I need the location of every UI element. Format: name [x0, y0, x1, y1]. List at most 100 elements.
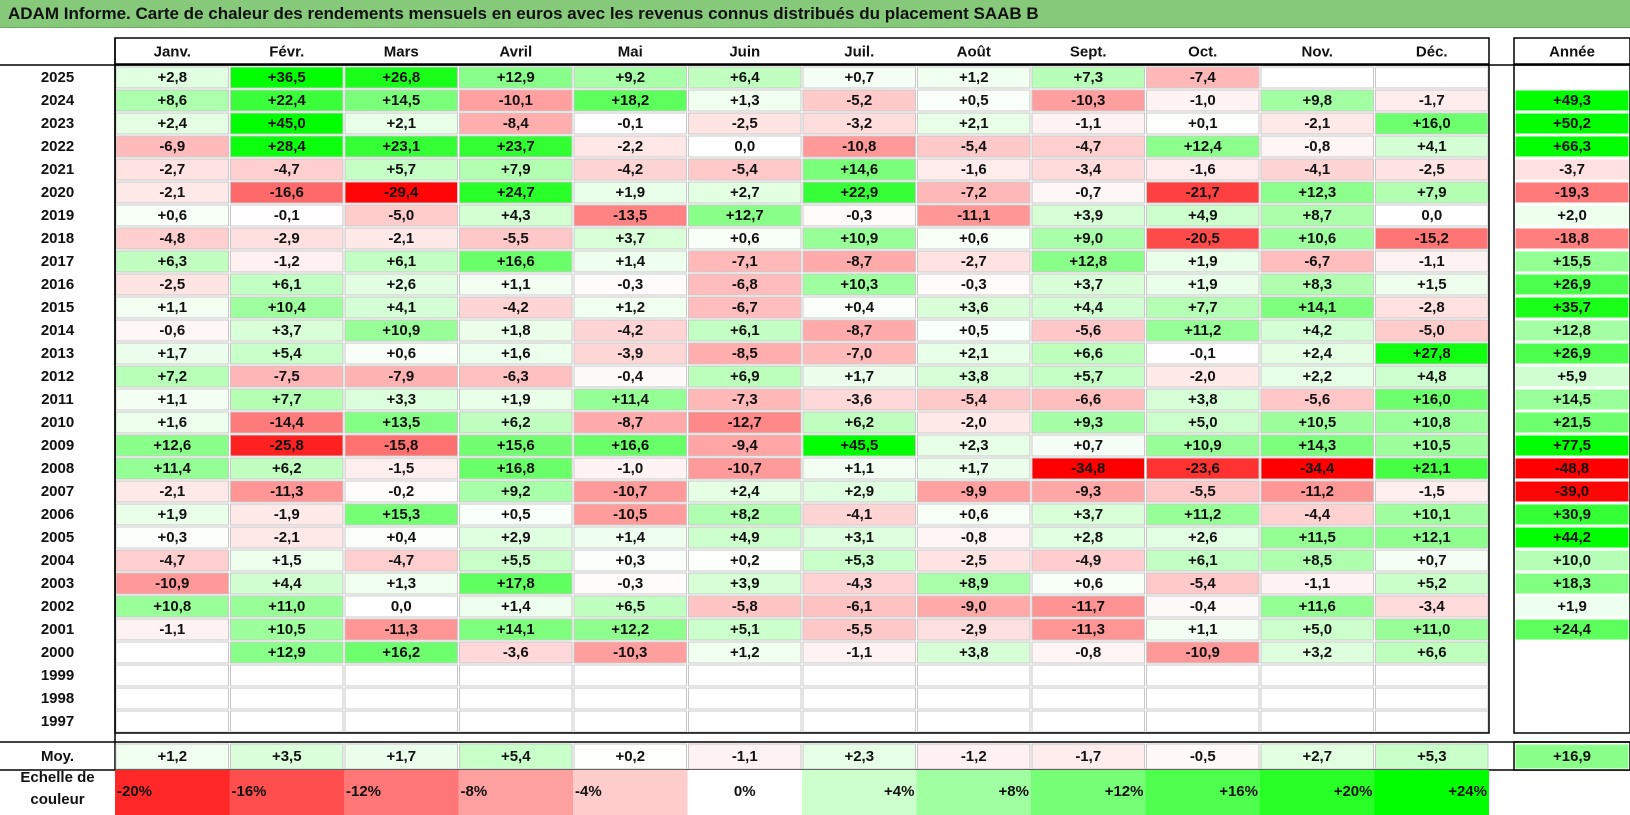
- cell-value: +11,2: [1184, 322, 1221, 339]
- annual-value: +2,0: [1557, 207, 1587, 224]
- heatmap-cell: [230, 687, 344, 710]
- heatmap-cell: [459, 572, 573, 595]
- heatmap-cell: [573, 204, 687, 227]
- heatmap-cell: [1031, 181, 1145, 204]
- cell-value: -6,1: [846, 598, 872, 615]
- heatmap-cell: [344, 434, 458, 457]
- cell-value: -8,7: [617, 414, 643, 431]
- heatmap-cell: [688, 434, 802, 457]
- heatmap-cell: [573, 112, 687, 135]
- heatmap-cell: [344, 112, 458, 135]
- heatmap-cell: [230, 388, 344, 411]
- heatmap-cell: [1146, 342, 1260, 365]
- heatmap-cell: [802, 296, 916, 319]
- heatmap-cell: [1031, 480, 1145, 503]
- cell-value: -0,3: [617, 575, 643, 592]
- heatmap-cell: [1031, 411, 1145, 434]
- heatmap-cell: [230, 503, 344, 526]
- cell-value: +2,1: [959, 345, 989, 362]
- cell-value: +21,1: [1413, 460, 1451, 477]
- cell-value: -6,9: [159, 138, 185, 155]
- cell-value: +2,1: [386, 115, 416, 132]
- cell-value: +15,6: [497, 437, 535, 454]
- annual-value: +21,5: [1553, 414, 1591, 431]
- heatmap-cell: [1260, 457, 1374, 480]
- heatmap-cell: [917, 526, 1031, 549]
- heatmap-cell: [115, 480, 229, 503]
- cell-value: -10,5: [613, 506, 647, 523]
- year-label: 2010: [41, 414, 74, 431]
- heatmap-cell: [917, 710, 1031, 733]
- cell-value: -7,9: [388, 368, 414, 385]
- heatmap-cell: [1031, 549, 1145, 572]
- heatmap-cell: [344, 319, 458, 342]
- heatmap-cell: [1146, 112, 1260, 135]
- heatmap-cell: [688, 618, 802, 641]
- cell-value: +13,5: [382, 414, 420, 431]
- cell-value: +3,3: [386, 391, 416, 408]
- heatmap-cell: [1146, 250, 1260, 273]
- cell-value: -21,7: [1186, 184, 1220, 201]
- average-cell: [1146, 743, 1260, 770]
- annual-value: -39,0: [1555, 483, 1589, 500]
- heatmap-cell: [459, 227, 573, 250]
- heatmap-cell: [573, 296, 687, 319]
- heatmap-cell: [802, 89, 916, 112]
- cell-value: -7,2: [961, 184, 987, 201]
- heatmap-cell: [1375, 388, 1489, 411]
- cell-value: -4,4: [1304, 506, 1331, 523]
- heatmap-cell: [802, 250, 916, 273]
- heatmap-cell: [344, 457, 458, 480]
- cell-value: +28,4: [268, 138, 307, 155]
- cell-value: +6,2: [272, 460, 302, 477]
- cell-value: +1,1: [1188, 621, 1218, 638]
- annual-value: -48,8: [1555, 460, 1589, 477]
- report-title: ADAM Informe. Carte de chaleur des rende…: [0, 0, 1630, 28]
- cell-value: -10,9: [155, 575, 189, 592]
- scale-label-value: -16%: [232, 783, 267, 800]
- annual-cell: [1514, 89, 1630, 112]
- cell-value: -8,4: [503, 115, 530, 132]
- heatmap-cell: [802, 411, 916, 434]
- heatmap-cell: [1260, 595, 1374, 618]
- year-label: 1999: [41, 667, 74, 684]
- heatmap-cell: [688, 480, 802, 503]
- annual-cell: [1514, 526, 1630, 549]
- heatmap-cell: [230, 457, 344, 480]
- cell-value: -9,9: [961, 483, 987, 500]
- cell-value: +9,2: [501, 483, 531, 500]
- year-label: 2001: [41, 621, 74, 638]
- heatmap-cell: [1146, 572, 1260, 595]
- heatmap-cell: [1146, 388, 1260, 411]
- heatmap-cell: [688, 296, 802, 319]
- average-cell: [1260, 743, 1374, 770]
- cell-value: +2,4: [730, 483, 760, 500]
- cell-value: -9,0: [961, 598, 987, 615]
- cell-value: +2,7: [730, 184, 760, 201]
- cell-value: +3,7: [1073, 506, 1103, 523]
- cell-value: -1,6: [961, 161, 987, 178]
- cell-value: -5,8: [732, 598, 758, 615]
- cell-value: +0,6: [959, 506, 989, 523]
- cell-value: +2,4: [1302, 345, 1332, 362]
- cell-value: -1,5: [1419, 483, 1445, 500]
- annual-cell: [1514, 572, 1630, 595]
- heatmap-cell: [344, 388, 458, 411]
- cell-value: +3,7: [615, 230, 645, 247]
- heatmap-cell: [344, 204, 458, 227]
- heatmap-cell: [459, 135, 573, 158]
- heatmap-cell: [1375, 526, 1489, 549]
- cell-value: +8,9: [959, 575, 989, 592]
- heatmap-cell: [1031, 526, 1145, 549]
- heatmap-cell: [1146, 457, 1260, 480]
- average-label: Moy.: [41, 748, 74, 765]
- heatmap-cell: [459, 66, 573, 89]
- heatmap-cell: [344, 158, 458, 181]
- heatmap-cell: [1375, 664, 1489, 687]
- cell-value: +3,8: [959, 368, 989, 385]
- cell-value: +12,6: [153, 437, 191, 454]
- heatmap-cell: [230, 227, 344, 250]
- cell-value: +2,8: [1073, 529, 1103, 546]
- heatmap-cell: [115, 687, 229, 710]
- heatmap-cell: [115, 595, 229, 618]
